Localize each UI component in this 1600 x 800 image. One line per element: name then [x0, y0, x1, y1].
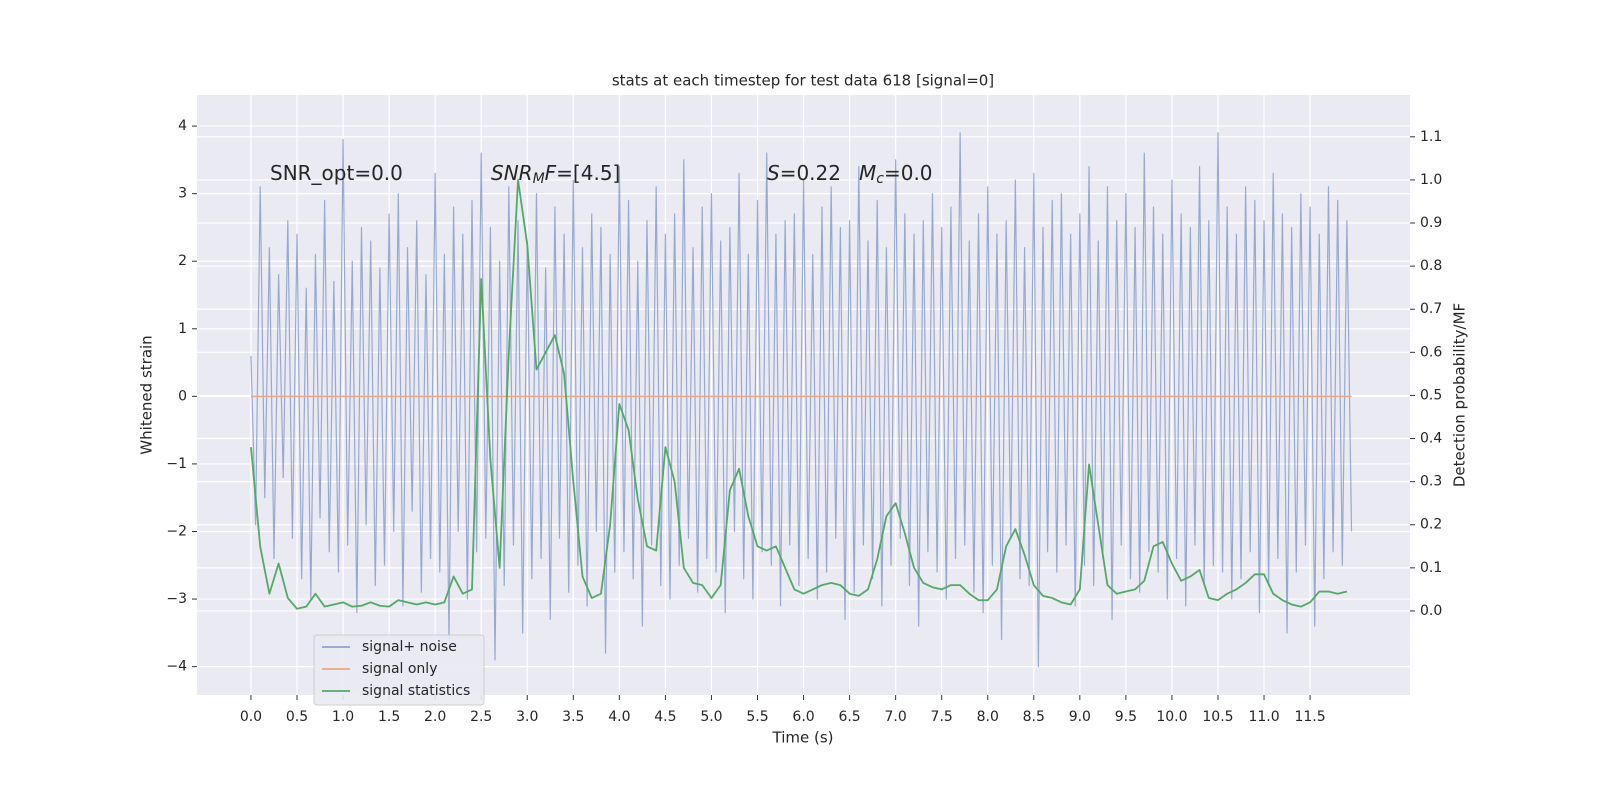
- x-tick-label: 7.5: [931, 709, 953, 725]
- y2-tick-label: 0.9: [1420, 215, 1442, 231]
- y2-tick-label: 1.0: [1420, 172, 1442, 188]
- y2-tick-label: 0.3: [1420, 474, 1442, 490]
- x-tick-label: 0.0: [240, 709, 262, 725]
- x-tick-label: 6.0: [792, 709, 814, 725]
- y2-tick-label: 0.5: [1420, 387, 1442, 403]
- annotation-part: c: [876, 171, 884, 187]
- x-tick-label: 7.0: [885, 709, 907, 725]
- x-tick-label: 10.5: [1202, 709, 1233, 725]
- y2-axis-label: Detection probability/MF: [1451, 303, 1469, 487]
- y-tick-label: −3: [166, 591, 187, 607]
- y2-tick-label: 1.1: [1420, 129, 1442, 145]
- x-tick-label: 9.5: [1115, 709, 1137, 725]
- x-tick-label: 3.5: [562, 709, 584, 725]
- x-tick-label: 8.5: [1023, 709, 1045, 725]
- annotation-part: F: [545, 161, 557, 185]
- y2-tick-label: 0.2: [1420, 517, 1442, 533]
- y2-tick-label: 0.8: [1420, 258, 1442, 274]
- y2-tick-label: 0.7: [1420, 301, 1442, 317]
- x-tick-label: 2.5: [470, 709, 492, 725]
- x-tick-label: 2.0: [424, 709, 446, 725]
- annotation: S=0.22: [767, 161, 841, 185]
- annotation-part: =[4.5]: [556, 161, 620, 185]
- annotation-part: SNR_opt=0.0: [270, 161, 403, 185]
- legend: signal+ noise signal only signal statistic…: [313, 634, 485, 706]
- annotation-part: =0.22: [780, 161, 841, 185]
- x-tick-label: 1.0: [332, 709, 354, 725]
- y-axis-label: Whitened strain: [138, 335, 156, 454]
- y-tick-label: −2: [166, 523, 187, 539]
- legend-label: signal statistics: [362, 683, 470, 699]
- x-tick-label: 8.0: [977, 709, 999, 725]
- y-tick-label: 0: [178, 388, 187, 404]
- annotation-part: SNR: [491, 161, 533, 185]
- y-tick-label: 4: [178, 118, 187, 134]
- y-tick-label: 3: [178, 186, 187, 202]
- x-tick-label: 10.0: [1156, 709, 1187, 725]
- x-axis-label: Time (s): [772, 729, 834, 747]
- x-tick-label: 0.5: [286, 709, 308, 725]
- series-line: [250, 179, 1348, 610]
- y-tick-label: 2: [178, 253, 187, 269]
- legend-label: signal+ noise: [362, 639, 457, 655]
- x-tick-label: 11.5: [1294, 709, 1325, 725]
- x-tick-label: 9.0: [1069, 709, 1091, 725]
- y2-tick-label: 0.4: [1420, 431, 1442, 447]
- y-tick-label: −4: [166, 659, 187, 675]
- x-tick-label: 4.0: [608, 709, 630, 725]
- legend-label: signal only: [362, 661, 437, 677]
- annotation-part: S: [767, 161, 780, 185]
- annotation-part: M: [533, 171, 545, 187]
- y2-tick-label: 0.0: [1420, 603, 1442, 619]
- x-tick-label: 11.0: [1248, 709, 1279, 725]
- x-tick-label: 5.5: [746, 709, 768, 725]
- annotation: SNR_opt=0.0: [270, 161, 403, 185]
- x-tick-label: 4.5: [654, 709, 676, 725]
- y2-tick-label: 0.6: [1420, 344, 1442, 360]
- x-tick-label: 1.5: [378, 709, 400, 725]
- annotation-part: M: [859, 161, 876, 185]
- y-tick-label: 1: [178, 321, 187, 337]
- annotation-part: =0.0: [884, 161, 933, 185]
- chart-title: stats at each timestep for test data 618…: [612, 72, 994, 90]
- legend-box: [313, 634, 485, 706]
- y2-tick-label: 0.1: [1420, 560, 1442, 576]
- series-line: [250, 132, 1353, 668]
- annotation: Mc=0.0: [859, 161, 933, 188]
- x-tick-label: 6.5: [838, 709, 860, 725]
- plot-area: [197, 95, 1410, 695]
- x-tick-label: 5.0: [700, 709, 722, 725]
- x-tick-label: 3.0: [516, 709, 538, 725]
- y-tick-label: −1: [166, 456, 187, 472]
- annotation: SNRMF=[4.5]: [491, 161, 620, 188]
